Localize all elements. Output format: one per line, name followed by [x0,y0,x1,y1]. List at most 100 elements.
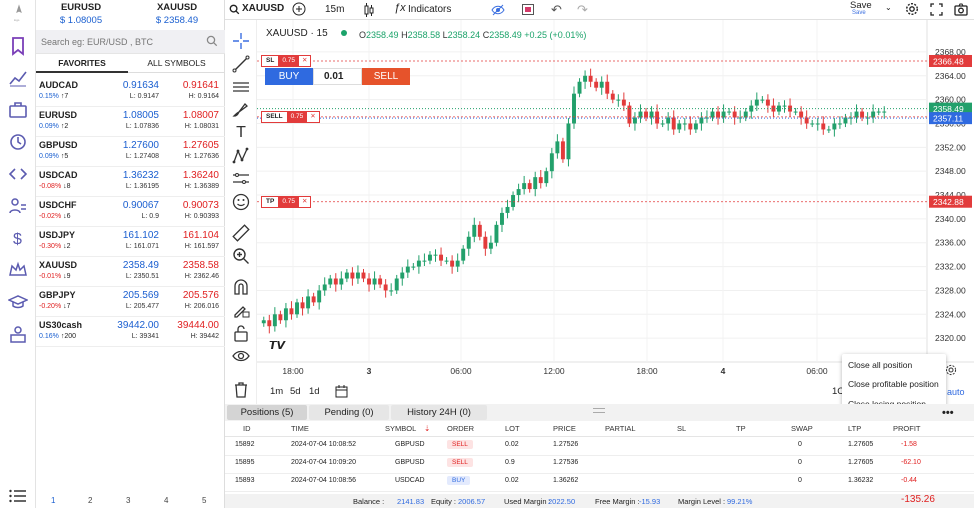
save-button[interactable]: Save [850,0,872,11]
column-header[interactable]: TIME [291,424,309,433]
watchlist-row[interactable]: US30cash 0.16% ↑200 39442.00 L: 39341 39… [36,317,225,347]
watchlist-row[interactable]: GBPJPY -0.20% ↓7 205.569 L: 205.477 205.… [36,287,225,317]
emoji-icon[interactable] [232,193,250,211]
price-chart[interactable]: 2368.002364.002360.002356.002352.002348.… [257,20,974,404]
user-badge-icon[interactable] [8,324,28,344]
order-line-tag[interactable]: SL 0.75 ✕ [261,54,312,67]
column-header[interactable]: TP [736,424,746,433]
dollar-icon[interactable]: $ [8,228,28,248]
text-tool-icon[interactable]: T [236,124,246,141]
screenshot-grid-icon[interactable] [522,4,534,15]
order-line-tag[interactable]: TP 0.75 ✕ [261,195,312,208]
column-header[interactable]: LOT [505,424,520,433]
tab-positions[interactable]: Positions (5) [227,405,307,420]
bookmark-icon[interactable] [8,36,28,56]
quantity-input[interactable]: 0.01 [313,68,362,85]
candle-type-icon[interactable] [363,3,375,17]
save-dropdown-icon[interactable]: ⌄ [885,3,892,12]
tab-pending[interactable]: Pending (0) [309,405,389,420]
code-icon[interactable] [8,164,28,184]
ruler-icon[interactable] [232,224,250,242]
search-input[interactable] [36,30,196,54]
tab-history[interactable]: History 24H (0) [391,405,487,420]
undo-icon[interactable]: ↶ [551,2,562,17]
sell-button[interactable]: SELL [362,68,410,85]
watchlist-row[interactable]: EURUSD 0.09% ↑2 1.08005 L: 1.07836 1.080… [36,107,225,137]
magnet-icon[interactable] [232,278,250,296]
column-header[interactable]: SL [677,424,687,433]
crown-icon[interactable] [8,260,28,280]
chart-canvas[interactable]: 2368.002364.002360.002356.002352.002348.… [257,20,974,404]
calendar-goto-icon[interactable] [335,385,348,398]
trend-line-icon[interactable] [232,55,250,73]
column-header[interactable]: LTP [848,424,862,433]
page-link[interactable]: 4 [164,496,169,505]
watchlist-row[interactable]: USDCHF -0.02% ↓6 0.90067 L: 0.9 0.90073 … [36,197,225,227]
column-header[interactable]: ID [243,424,251,433]
symbol-selector[interactable]: XAUUSD [242,3,285,14]
list-menu-icon[interactable] [8,486,28,506]
tab-all-symbols[interactable]: ALL SYMBOLS [128,56,225,73]
column-header[interactable]: ORDER [447,424,475,433]
panel-resize-handle[interactable] [593,408,605,413]
timeframe-1m[interactable]: 1m [270,386,284,397]
column-header[interactable]: SWAP [791,424,813,433]
auto-scale-toggle[interactable]: auto [947,387,965,397]
horizontal-lines-icon[interactable] [232,78,250,96]
watchlist-row[interactable]: GBPUSD 0.09% ↑5 1.27600 L: 1.27408 1.276… [36,137,225,167]
users-icon[interactable] [8,196,28,216]
camera-icon[interactable] [954,3,968,16]
menu-close-all[interactable]: Close all position [848,360,913,370]
settings-gear-icon[interactable] [905,2,919,16]
indicators-button[interactable]: Indicators [408,4,452,15]
close-icon[interactable]: ✕ [301,197,308,205]
column-header[interactable]: PARTIAL [605,424,636,433]
zoom-in-icon[interactable] [232,247,250,265]
forecast-icon[interactable] [232,170,250,188]
page-link[interactable]: 2 [88,496,93,505]
watchlist-row[interactable]: USDJPY -0.30% ↓2 161.102 L: 161.071 161.… [36,227,225,257]
watchlist-row[interactable]: USDCAD -0.08% ↓8 1.36232 L: 1.36195 1.36… [36,167,225,197]
buy-button[interactable]: BUY [265,68,313,85]
watchlist-row[interactable]: AUDCAD 0.15% ↑7 0.91634 L: 0.9147 0.9164… [36,77,225,107]
timeframe-1d[interactable]: 1d [309,386,320,397]
ticker-eurusd[interactable]: EURUSD $ 1.08005 [36,2,126,26]
lock-pencil-icon[interactable] [232,301,250,319]
close-icon[interactable]: ✕ [310,112,316,120]
tab-favorites[interactable]: FAVORITES [36,56,128,73]
fullscreen-icon[interactable] [930,3,943,16]
chart-settings-icon[interactable] [945,364,957,376]
watchlist-row[interactable]: XAUUSD -0.01% ↓9 2358.49 L: 2350.51 2358… [36,257,225,287]
sort-icon[interactable]: ⇣ [424,424,431,433]
close-icon[interactable]: ✕ [301,56,308,64]
page-link[interactable]: 5 [202,496,207,505]
table-row[interactable]: 15895 2024-07-04 10:09:20 GBPUSD 0.9 1.27536… [225,456,974,474]
lock-icon[interactable] [232,324,250,342]
page-link[interactable]: 1 [51,496,56,505]
brush-icon[interactable] [232,101,250,119]
search-icon[interactable] [206,35,218,47]
table-row[interactable]: 15893 2024-07-04 10:08:56 USDCAD 0.02 1.3626… [225,474,974,492]
indicators-icon[interactable]: ƒx [394,2,406,14]
column-header[interactable]: PRICE [553,424,576,433]
order-line-tag[interactable]: SELL 0.75 ✕ [261,110,320,123]
interval-selector[interactable]: 15m [325,4,345,15]
chart-line-icon[interactable] [8,68,28,88]
redo-icon[interactable]: ↷ [577,2,588,17]
ticker-xauusd[interactable]: XAUUSD $ 2358.49 [132,2,222,26]
crosshair-icon[interactable] [232,32,250,50]
trash-icon[interactable] [232,380,250,398]
visibility-icon[interactable] [491,3,505,17]
history-icon[interactable] [8,132,28,152]
briefcase-icon[interactable] [8,100,28,120]
eye-icon[interactable] [232,347,250,365]
search-icon[interactable] [229,4,240,15]
column-header[interactable]: PROFIT [893,424,921,433]
more-options-icon[interactable]: ••• [942,407,954,419]
menu-close-profitable[interactable]: Close profitable position [848,379,939,389]
compare-add-icon[interactable] [292,2,306,16]
page-link[interactable]: 3 [126,496,131,505]
graduation-cap-icon[interactable] [7,292,29,312]
table-row[interactable]: 15892 2024-07-04 10:08:52 GBPUSD 0.02 1.2752… [225,438,974,456]
column-header[interactable]: SYMBOL [385,424,417,433]
